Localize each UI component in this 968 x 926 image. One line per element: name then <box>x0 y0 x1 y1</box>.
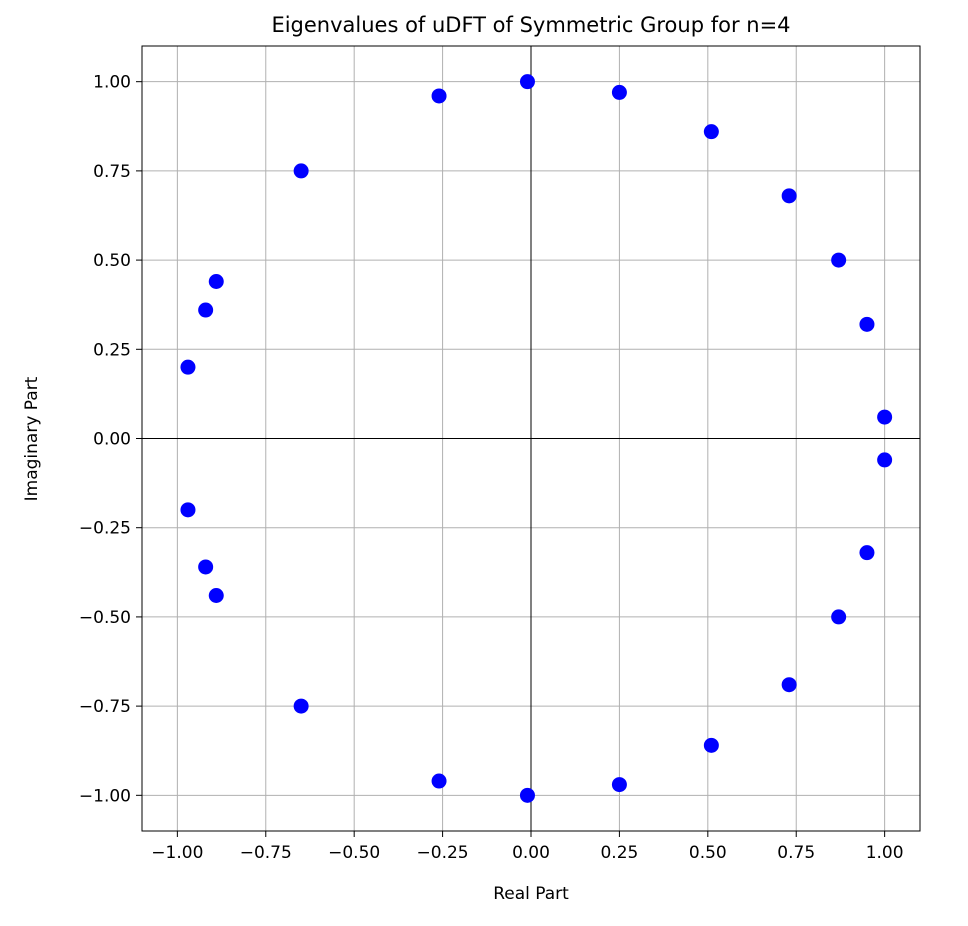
data-point <box>208 274 224 289</box>
data-point <box>519 74 535 90</box>
data-point <box>208 588 224 603</box>
data-point <box>180 359 196 375</box>
x-tick-label: −0.50 <box>328 843 380 863</box>
y-tick-label: −1.00 <box>79 786 131 806</box>
data-point <box>831 252 847 268</box>
data-point <box>198 559 214 575</box>
x-tick-label: 0.50 <box>689 843 727 863</box>
data-point <box>877 452 893 468</box>
data-point <box>703 124 719 140</box>
y-tick-label: 0.75 <box>93 162 131 182</box>
x-tick-label: 0.25 <box>600 843 638 863</box>
zero-lines <box>142 46 920 831</box>
data-points <box>180 74 893 803</box>
x-tick-label: −0.25 <box>417 843 469 863</box>
data-point <box>859 545 875 561</box>
x-tick-label: 1.00 <box>866 843 904 863</box>
data-point <box>431 773 447 789</box>
y-tick-label: 1.00 <box>93 73 131 93</box>
x-tick-label: 0.75 <box>777 843 815 863</box>
data-point <box>293 163 309 179</box>
y-tick-label: −0.50 <box>79 608 131 628</box>
data-point <box>859 316 875 332</box>
y-axis-label: Imaginary Part <box>22 376 42 501</box>
y-tick-label: 0.00 <box>93 430 131 450</box>
data-point <box>703 737 719 753</box>
x-tick-label: 0.00 <box>512 843 550 863</box>
data-point <box>198 302 214 318</box>
x-tick-label: −1.00 <box>151 843 203 863</box>
data-point <box>877 409 893 425</box>
y-tick-label: 0.50 <box>93 251 131 271</box>
data-point <box>611 777 627 793</box>
y-tick-label: 0.25 <box>93 340 131 360</box>
y-tick-label: −0.75 <box>79 697 131 717</box>
data-point <box>431 88 447 104</box>
x-axis-label: Real Part <box>493 884 569 904</box>
data-point <box>781 188 797 204</box>
y-tick-label: −0.25 <box>79 519 131 539</box>
axis-ticks: −1.00 −0.75 −0.50 −0.25 0.00 0.25 0.50 0.75 1.00… <box>79 73 904 863</box>
data-point <box>519 787 535 803</box>
data-point <box>781 677 797 693</box>
data-point <box>293 698 309 714</box>
data-point <box>180 502 196 518</box>
x-tick-label: −0.75 <box>240 843 292 863</box>
chart-title: Eigenvalues of uDFT of Symmetric Group f… <box>271 13 790 37</box>
data-point <box>831 609 847 625</box>
data-point <box>611 84 627 100</box>
